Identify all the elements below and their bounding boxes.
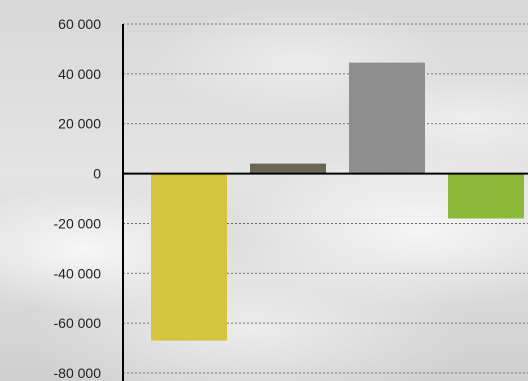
bar bbox=[349, 62, 425, 174]
gridlines bbox=[123, 23, 528, 374]
bar bbox=[448, 173, 524, 219]
y-tick-label: 40 000 bbox=[58, 66, 101, 82]
y-tick-label: -80 000 bbox=[54, 365, 102, 381]
bars bbox=[151, 62, 524, 341]
bar bbox=[151, 173, 227, 341]
bar bbox=[250, 163, 326, 174]
y-tick-label: -40 000 bbox=[54, 265, 102, 281]
axes bbox=[122, 24, 528, 381]
y-tick-labels: 60 000 40 000 20 000 0 -20 000 -40 000 -60 000… bbox=[54, 16, 102, 381]
y-tick-label: 20 000 bbox=[58, 116, 101, 132]
y-tick-label: 60 000 bbox=[58, 16, 101, 32]
y-tick-label: 0 bbox=[93, 166, 101, 182]
y-tick-label: -60 000 bbox=[54, 315, 102, 331]
y-tick-label: -20 000 bbox=[54, 215, 102, 231]
